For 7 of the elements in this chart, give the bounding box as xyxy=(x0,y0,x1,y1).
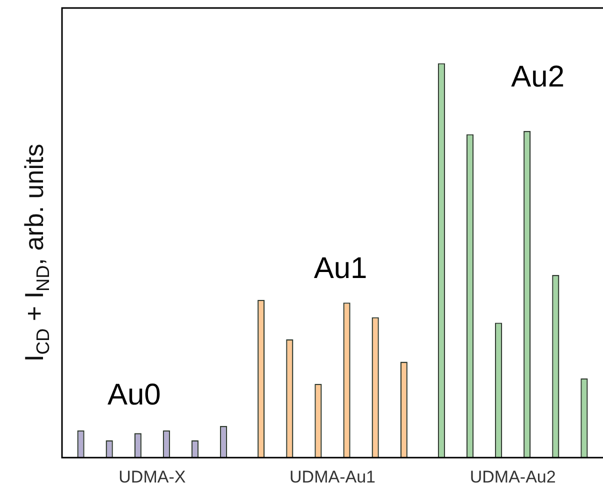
y-axis-title: ICD + IND, arb. units xyxy=(19,144,53,362)
x-tick-label: UDMA-Au2 xyxy=(470,467,556,486)
annotation: Au0 xyxy=(107,378,161,412)
annotation: Au1 xyxy=(314,252,368,286)
x-tick-label: UDMA-X xyxy=(118,467,186,486)
x-tick-label: UDMA-Au1 xyxy=(290,467,376,486)
annotation: Au2 xyxy=(511,60,565,94)
